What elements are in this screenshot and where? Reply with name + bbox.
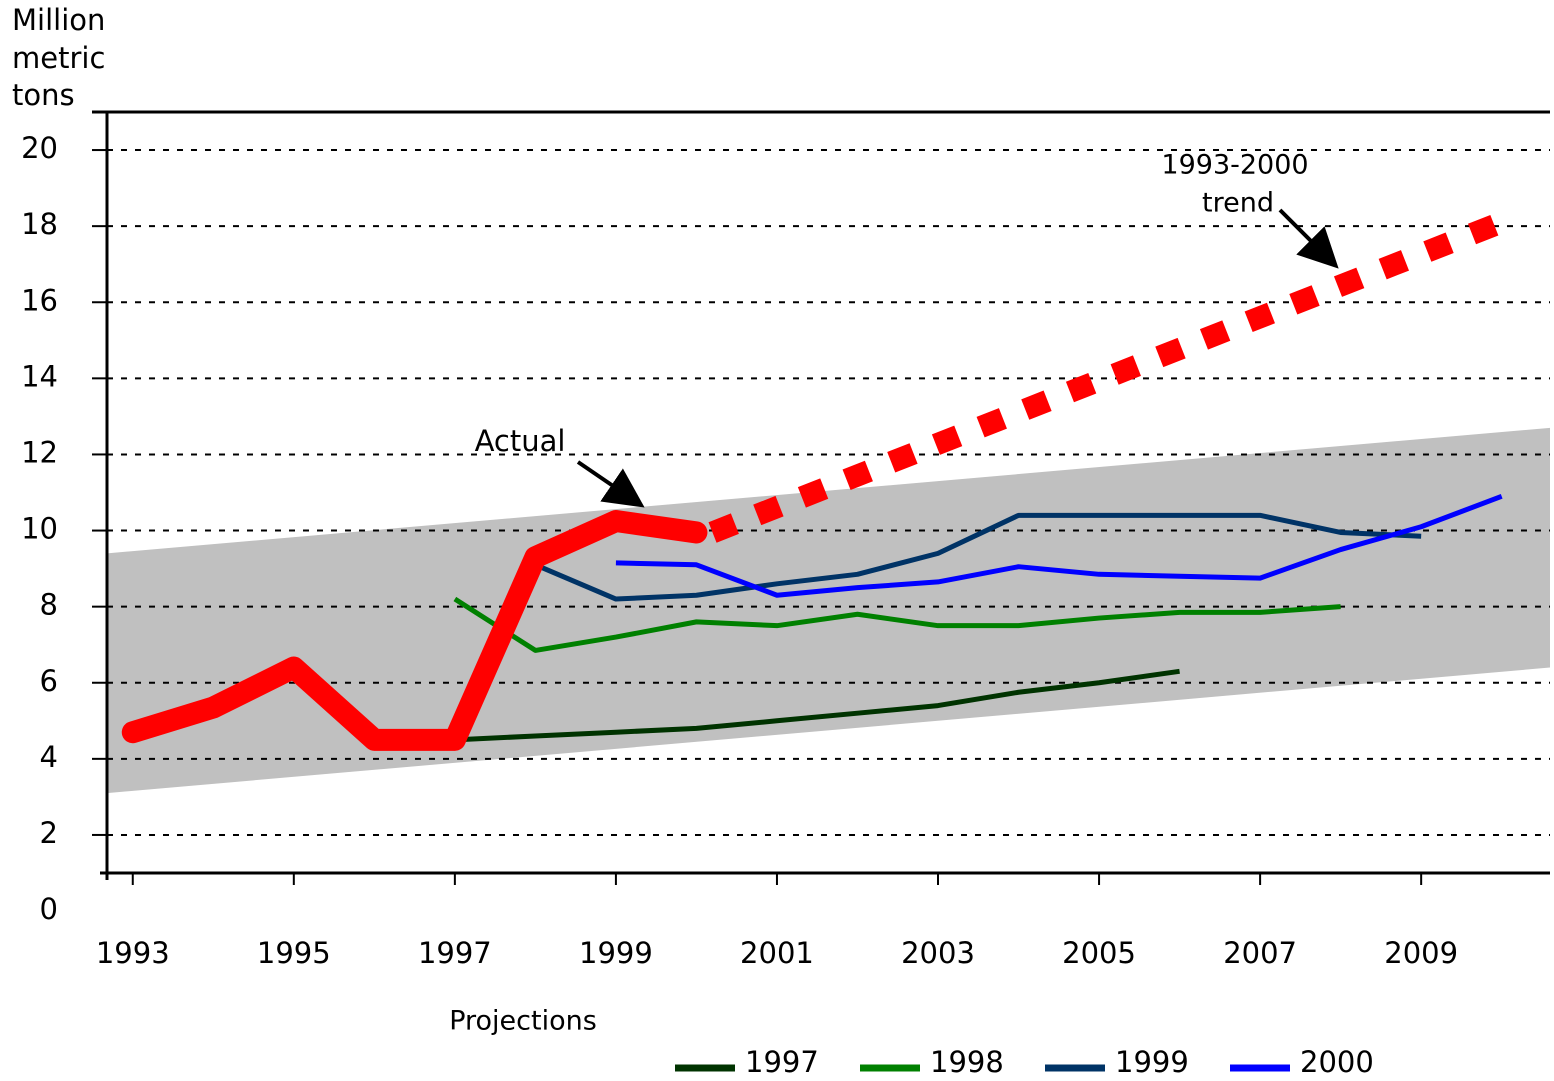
y-tick-label: 4 (40, 740, 58, 774)
annotation-arrow (576, 460, 645, 508)
actual-line (121, 510, 708, 751)
range-band (107, 427, 1550, 794)
y-tick-label: 10 (21, 512, 58, 546)
annotation: 1993-2000 (1161, 150, 1308, 181)
legend-label: 1997 (745, 1045, 819, 1079)
y-tick-label: 12 (21, 435, 58, 469)
x-tick-label: 1999 (579, 936, 653, 970)
projection-line (534, 512, 1422, 602)
x-tick-label: 1993 (96, 936, 170, 970)
x-tick-label: 2007 (1223, 936, 1297, 970)
y-axis-label: Million (12, 3, 105, 37)
y-tick-label: 6 (40, 664, 58, 698)
annotation-arrow (1278, 208, 1339, 269)
y-tick-label: 8 (40, 588, 58, 622)
projection-line (454, 668, 1180, 743)
y-tick-label: 18 (21, 207, 58, 241)
y-tick-label: 2 (40, 816, 58, 850)
annotation: trend (1202, 188, 1274, 219)
x-tick-label: 1997 (418, 936, 492, 970)
projection-line (453, 596, 1341, 653)
legend-label: 1998 (930, 1045, 1004, 1079)
x-tick-label: 2005 (1062, 936, 1136, 970)
x-tick-label: 2001 (740, 936, 814, 970)
x-tick-label: 1995 (257, 936, 331, 970)
x-tick-label: 2003 (901, 936, 975, 970)
y-axis-label: metric (12, 41, 105, 75)
projection-line (615, 493, 1503, 598)
annotation: Actual (475, 424, 566, 458)
legend-label: 1999 (1115, 1045, 1189, 1079)
x-tick-label: 2009 (1384, 936, 1458, 970)
y-tick-label: 20 (21, 131, 58, 165)
y-axis-label: tons (12, 78, 75, 112)
y-tick-label: 0 (40, 892, 58, 926)
legend-title: Projections (449, 1006, 597, 1037)
legend-label: 2000 (1300, 1045, 1374, 1079)
y-tick-label: 16 (21, 283, 58, 317)
y-tick-label: 14 (21, 359, 58, 393)
